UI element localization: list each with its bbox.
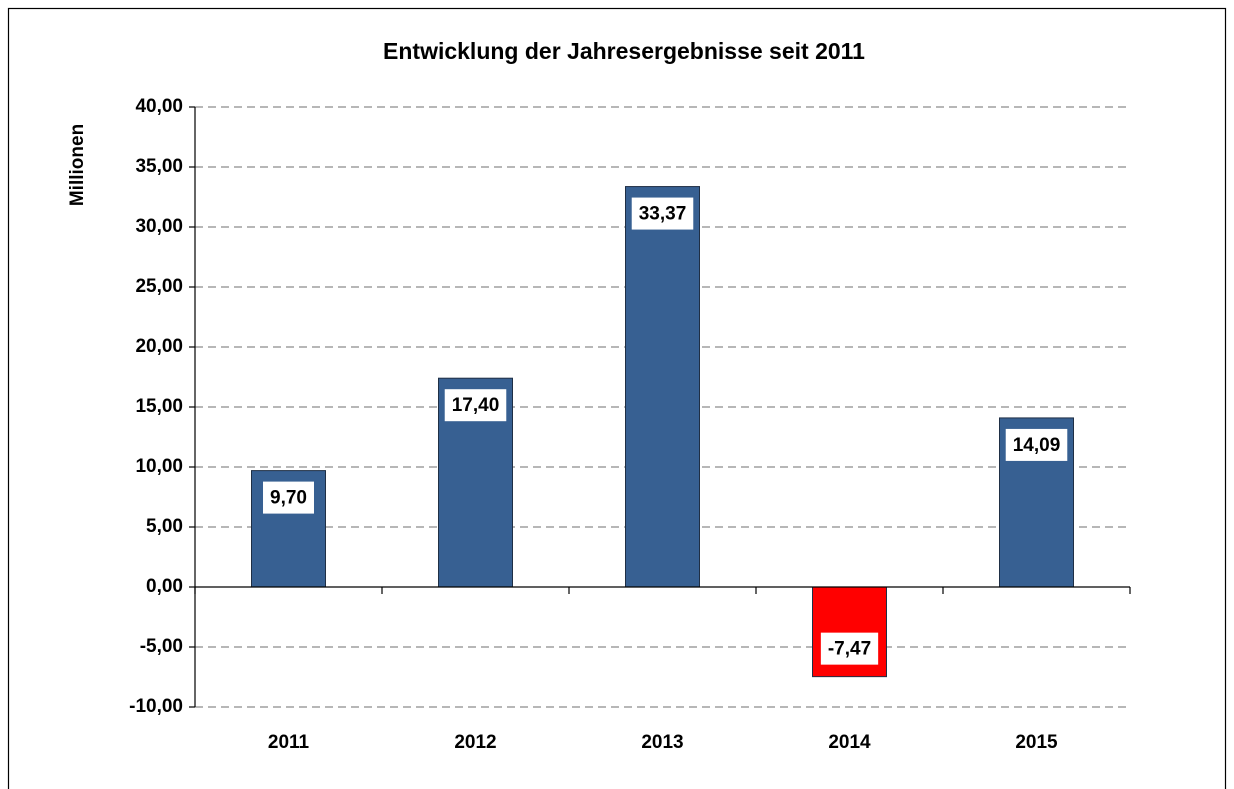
data-label: -7,47 [828,639,871,660]
y-tick-label: 0,00 [146,576,183,597]
x-tick-label: 2015 [1015,732,1058,753]
data-label-box [820,632,879,665]
x-tick-label: 2012 [454,732,496,753]
chart-title: Entwicklung der Jahresergebnisse seit 20… [383,38,865,64]
y-tick-label: 10,00 [135,456,183,477]
y-tick-label: -10,00 [129,696,183,717]
data-label-box [263,481,314,514]
y-tick-label: 15,00 [135,396,183,417]
x-tick-label: 2013 [641,732,683,753]
y-tick-label: 35,00 [135,156,183,177]
y-tick-label: 30,00 [135,216,183,237]
data-label: 33,37 [639,204,687,225]
data-label: 14,09 [1013,435,1061,456]
data-label: 9,70 [270,488,307,509]
y-tick-label: 5,00 [146,516,183,537]
y-tick-label: -5,00 [140,636,183,657]
y-axis-title: Millionen [67,124,88,206]
data-label-box [631,197,694,230]
y-tick-label: 25,00 [135,276,183,297]
bar [625,186,700,588]
data-label-box [1005,428,1068,461]
x-tick-label: 2014 [828,732,871,753]
data-label: 17,40 [452,395,500,416]
data-label-box [444,389,507,422]
chart-frame [7,7,1227,789]
y-tick-label: 40,00 [135,96,183,117]
y-tick-label: 20,00 [135,336,183,357]
x-tick-label: 2011 [268,732,310,753]
